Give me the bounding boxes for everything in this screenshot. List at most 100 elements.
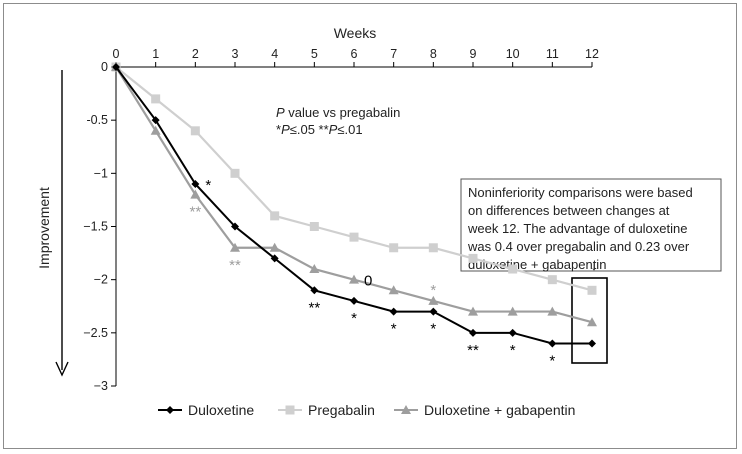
data-point [350, 296, 358, 305]
improvement-arrow-head [55, 361, 69, 377]
data-point [588, 339, 596, 348]
data-point [469, 328, 477, 337]
p-value-vs-text: value vs pregabalin [285, 105, 401, 120]
p-value-italic-p: P [276, 105, 285, 120]
legend-marker [166, 406, 174, 414]
p-value-note-line2: *P≤.05 **P≤.01 [276, 122, 363, 137]
legend-marker [401, 405, 411, 414]
data-point [428, 243, 438, 253]
data-point [270, 254, 279, 263]
p-value-note: P value vs pregabalin *P≤.05 **P≤.01 [276, 105, 400, 137]
significance-marker: * [510, 342, 516, 359]
data-point [191, 179, 200, 188]
x-tick-label: 12 [585, 47, 599, 61]
significance-marker: ** [308, 299, 320, 316]
p-value-threshold-a: ≤.05 ** [290, 122, 329, 137]
callout-box [460, 178, 722, 272]
data-point [428, 295, 439, 305]
x-tick-label: 6 [351, 47, 358, 61]
legend-label: Duloxetine + gabapentin [424, 402, 575, 418]
data-point [150, 125, 161, 135]
data-point [587, 285, 597, 295]
y-tick-label: -0.5 [86, 113, 108, 127]
data-point [190, 189, 201, 199]
data-point [468, 253, 478, 263]
data-point [230, 168, 240, 178]
y-tick-label: 0 [101, 60, 108, 74]
data-point [389, 243, 399, 253]
data-point [309, 222, 319, 231]
improvement-arrow-icon [55, 70, 69, 377]
data-point [389, 307, 398, 316]
data-point [468, 306, 478, 316]
x-tick-label: 0 [113, 47, 120, 61]
callout-line-1: Noninferiority comparisons were based [468, 185, 693, 200]
p-value-star-a: * [276, 122, 281, 137]
data-point [151, 94, 161, 104]
series-pregabalin [111, 62, 597, 295]
data-point [112, 63, 120, 71]
significance-marker: * [430, 321, 436, 338]
significance-marker: * [391, 321, 397, 338]
y-axis-title: Improvement [36, 187, 52, 269]
significance-marker: ** [229, 257, 241, 274]
callout-line-4: was 0.4 over pregabalin and 0.23 over [467, 239, 690, 254]
chart-frame [3, 3, 737, 449]
noninferiority-callout: Noninferiority comparisons were based on… [460, 178, 722, 364]
callout-arrow-icon: ↓ [591, 258, 598, 273]
x-tick-label: 2 [192, 47, 199, 61]
x-tick-label: 5 [311, 47, 318, 61]
p-value-italic-p2: P [329, 122, 338, 137]
x-tick-label: 11 [546, 47, 559, 61]
x-axis-title: Weeks [334, 25, 377, 41]
significance-marker: 0 [364, 273, 372, 290]
significance-marker: * [549, 352, 555, 369]
x-tick-label: 10 [506, 47, 520, 61]
significance-markers: ********0***** ** [189, 177, 555, 370]
data-point [269, 242, 280, 252]
significance-marker: * [430, 282, 436, 299]
axes: 0 1 2 3 4 5 6 7 8 9 10 11 120-0.5−1−1.5−2−2.5−3 [83, 47, 599, 393]
series-duloxetine-gabapentin [111, 62, 597, 327]
significance-marker: * [205, 177, 211, 194]
data-point [151, 116, 160, 125]
data-point [548, 339, 557, 348]
significance-marker: ** [189, 204, 201, 221]
legend-label: Duloxetine [188, 402, 254, 418]
y-tick-label: −3 [94, 379, 108, 393]
data-point [231, 222, 239, 231]
p-value-italic-p1: P [281, 122, 290, 137]
callout-line-3: week 12. The advantage of duloxetine [467, 221, 687, 236]
data-point [270, 211, 280, 221]
data-point [388, 285, 399, 295]
data-point [349, 274, 359, 284]
data-point [508, 264, 518, 274]
y-tick-label: −1.5 [83, 220, 108, 234]
p-value-threshold-b: ≤.01 [337, 122, 362, 137]
data-point [190, 126, 200, 136]
y-tick-label: −2.5 [83, 326, 108, 340]
x-tick-label: 4 [271, 47, 278, 61]
y-tick-label: −2 [94, 273, 108, 287]
data-point [230, 242, 240, 252]
data-point [309, 264, 320, 274]
x-tick-label: 9 [470, 47, 477, 61]
y-tick-label: −1 [94, 166, 108, 180]
x-tick-label: 1 [152, 47, 159, 61]
significance-marker: * [351, 310, 357, 327]
data-point [587, 317, 597, 327]
series-duloxetine [112, 63, 596, 348]
data-point [349, 232, 359, 242]
x-tick-label: 7 [390, 47, 397, 61]
data-point [429, 307, 438, 316]
x-tick-label: 3 [232, 47, 239, 61]
legend-marker [285, 405, 295, 415]
data-point [547, 306, 558, 316]
data-point [507, 306, 518, 316]
p-value-note-line1: P value vs pregabalin [276, 105, 400, 120]
x-tick-label: 8 [430, 47, 437, 61]
week12-highlight-box [571, 277, 608, 364]
legend-label: Pregabalin [308, 402, 375, 418]
legend: Duloxetine Pregabalin Duloxetine + gabapen… [158, 402, 575, 418]
